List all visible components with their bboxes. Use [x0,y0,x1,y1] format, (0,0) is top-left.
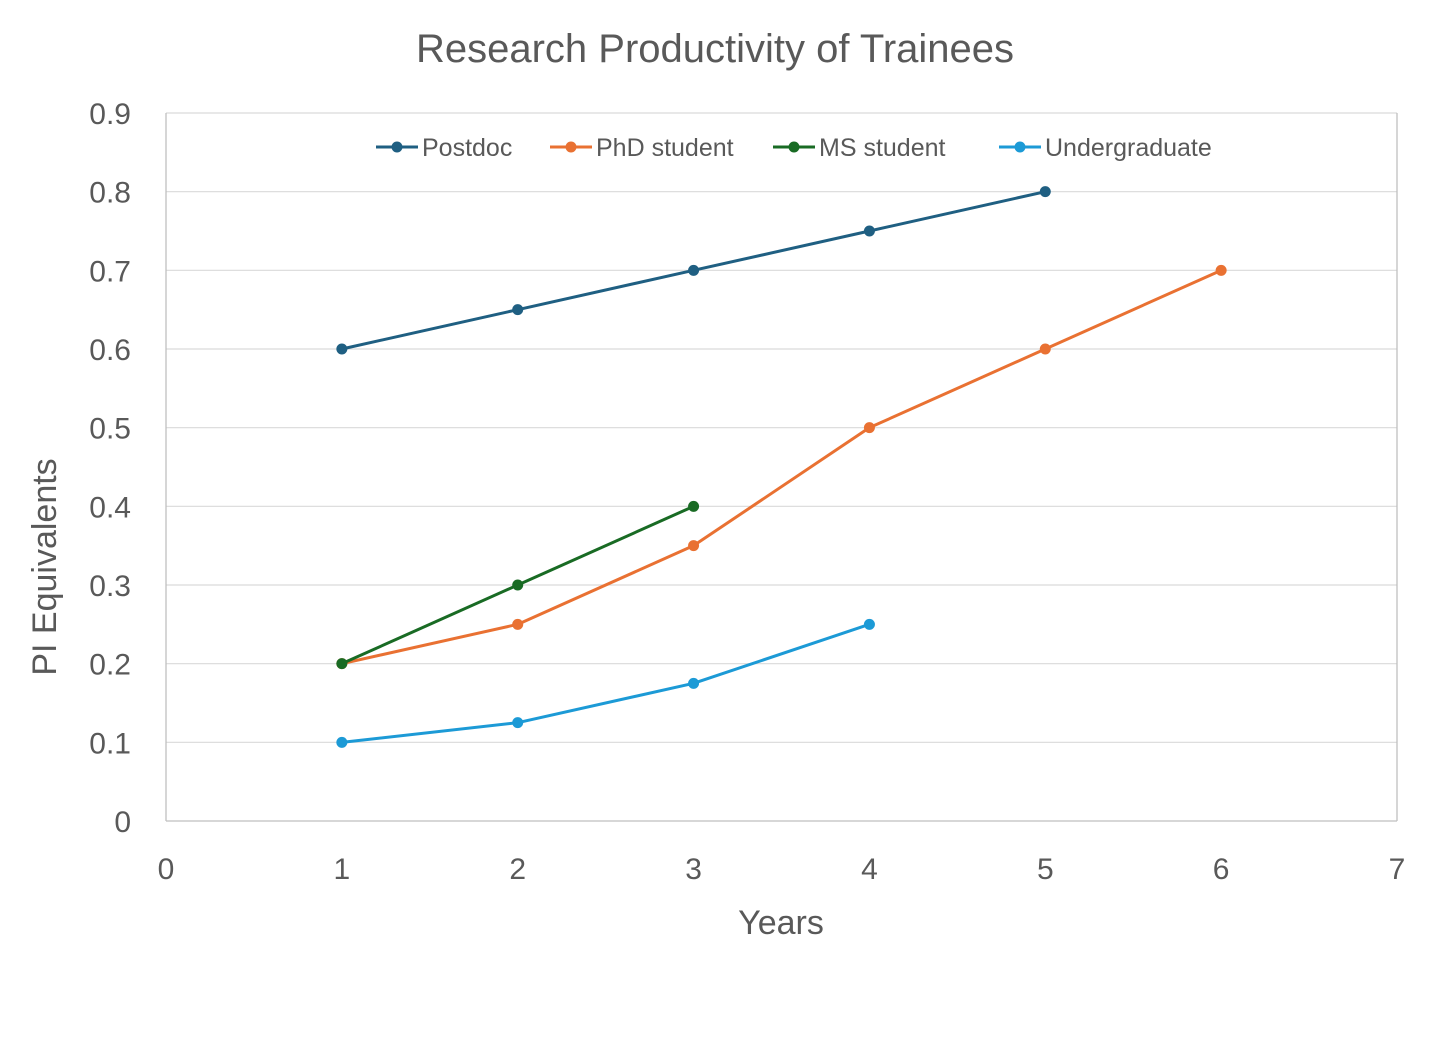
x-tick-labels: 0 1 2 3 4 5 6 7 [158,853,1406,886]
data-point [863,618,875,630]
legend-item: MS student [773,134,946,162]
x-tick-label: 1 [334,853,351,886]
y-axis-title: PI Equivalents [26,458,64,675]
y-tick-label: 0.9 [89,98,131,131]
data-point [1039,186,1051,198]
x-tick-label: 6 [1213,853,1230,886]
grid-lines [166,112,1397,743]
data-point [512,717,524,729]
x-axis-title: Years [738,904,824,942]
x-tick-label: 5 [1037,853,1054,886]
series-line [341,268,1222,666]
data-point [688,500,700,512]
data-point [1215,264,1227,276]
series-2 [336,500,700,670]
chart-title: Research Productivity of Trainees [416,27,1014,71]
data-point [863,422,875,434]
data-point [1039,343,1051,355]
series-0 [336,186,1051,355]
data-point [512,618,524,630]
series-line [341,622,870,744]
legend-marker [1014,141,1026,153]
data-point [688,264,700,276]
series-3 [336,618,875,748]
x-tick-label: 7 [1389,853,1406,886]
x-tick-label: 0 [158,853,175,886]
legend: Postdoc PhD student MS student Undergraduat… [376,134,1212,162]
legend-marker [788,141,800,153]
y-tick-label: 0.8 [89,177,131,210]
legend-marker [391,141,403,153]
legend-label: Postdoc [422,134,512,162]
x-tick-label: 2 [509,853,526,886]
legend-item: Postdoc [376,134,512,162]
legend-item: Undergraduate [999,134,1212,162]
y-tick-label: 0 [114,806,131,839]
y-tick-label: 0.2 [89,649,131,682]
data-point [688,540,700,552]
data-point [336,736,348,748]
data-point [688,677,700,689]
data-point [336,343,348,355]
legend-item: PhD student [550,134,734,162]
legend-marker [565,141,577,153]
data-point [863,225,875,237]
legend-label: PhD student [596,134,734,162]
data-point [512,304,524,316]
y-tick-labels: 0 0.1 0.2 0.3 0.4 0.5 0.6 0.7 0.8 0.9 [89,98,131,839]
y-tick-label: 0.3 [89,570,131,603]
x-tick-label: 3 [685,853,702,886]
axes [165,113,1398,822]
y-tick-label: 0.4 [89,491,131,524]
series-lines [336,186,1227,748]
y-tick-label: 0.1 [89,727,131,760]
legend-label: MS student [819,134,946,162]
data-point [512,579,524,591]
x-tick-label: 4 [861,853,878,886]
y-tick-label: 0.6 [89,334,131,367]
y-tick-label: 0.7 [89,255,131,288]
legend-label: Undergraduate [1045,134,1212,162]
series-1 [336,264,1227,670]
y-tick-label: 0.5 [89,413,131,446]
data-point [336,658,348,670]
